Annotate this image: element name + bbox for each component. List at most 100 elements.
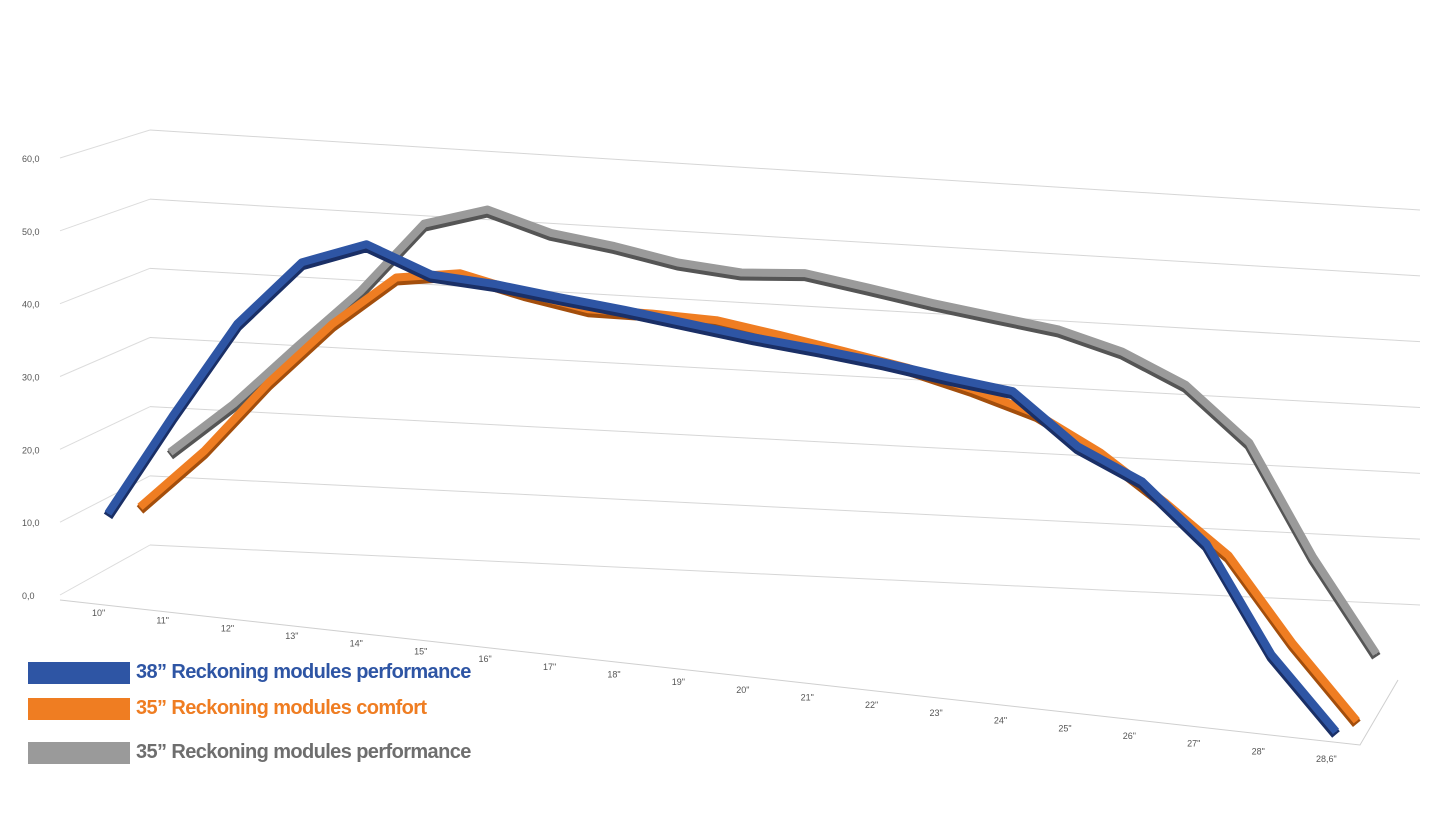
series-2-point-9	[740, 272, 742, 273]
series-2-point-0	[169, 451, 171, 453]
series-2-point-13	[994, 315, 996, 317]
series-2-point-17	[1248, 442, 1250, 444]
series-0-point-8	[624, 309, 626, 311]
gridline-left-4	[59, 267, 151, 305]
series-0-point-9	[689, 323, 691, 325]
x-tick-label: 23"	[929, 708, 942, 718]
legend-label-1: 35” Reckoning modules comfort	[136, 697, 427, 719]
series-0-point-7	[559, 296, 561, 298]
series-2-point-4	[423, 223, 425, 225]
series-1-point-4	[395, 277, 397, 278]
gridline-back-6	[149, 129, 1421, 211]
y-tick-label: 60,0	[22, 154, 40, 164]
x-tick-label: 15"	[414, 646, 427, 656]
gridline-left-1	[59, 475, 151, 523]
y-tick-label: 30,0	[22, 373, 40, 383]
x-tick-label: 12"	[221, 623, 234, 633]
series-2-point-16	[1185, 384, 1187, 386]
series-2-point-18	[1312, 556, 1314, 558]
y-tick-label: 10,0	[22, 518, 40, 528]
series-0-point-0	[107, 512, 109, 514]
series-0-point-17	[1206, 543, 1208, 545]
series-1-point-19	[1356, 720, 1358, 722]
series-1-point-0	[139, 506, 141, 508]
series-0-point-5	[430, 274, 432, 275]
series-2-point-19	[1375, 653, 1377, 655]
series-1-point-5	[459, 272, 461, 274]
series-0-point-14	[1012, 390, 1014, 392]
legend-swatch-0	[28, 662, 130, 684]
gridline-back-4	[149, 267, 1421, 343]
legend-label-2: 35” Reckoning modules performance	[136, 741, 471, 763]
series-2-point-3	[360, 290, 361, 292]
x-tick-label: 24"	[994, 716, 1007, 726]
series-0-point-11	[818, 348, 820, 350]
gridline-back-0	[149, 544, 1421, 606]
series-2-shadow	[166, 207, 1381, 660]
y-tick-label: 40,0	[22, 300, 40, 310]
series-2-point-12	[931, 302, 933, 304]
x-tick-label: 16"	[479, 654, 492, 664]
x-tick-label: 17"	[543, 662, 556, 672]
series-2-point-5	[486, 209, 488, 210]
series-2-point-7	[613, 245, 615, 247]
x-tick-label: 25"	[1058, 723, 1071, 733]
gridline-left-3	[59, 337, 151, 377]
series-0-point-4	[366, 243, 367, 245]
series-2-point-15	[1121, 351, 1123, 353]
series-2-point-8	[677, 262, 679, 263]
series-1-point-3	[331, 323, 333, 325]
gridline-left-6	[59, 129, 151, 159]
series-1-point-9	[715, 319, 717, 321]
series-1-point-10	[779, 334, 781, 336]
y-axis-tick-labels: 0,0 10,0 20,0 30,0 40,0 50,0 60,0	[22, 154, 40, 601]
x-tick-label: 28"	[1252, 746, 1265, 756]
gridline-back-3	[149, 337, 1421, 408]
x-tick-label: 27"	[1187, 739, 1200, 749]
y-tick-label: 0,0	[22, 591, 35, 601]
gridline-back-5	[149, 198, 1421, 277]
series-2-point-11	[867, 287, 869, 289]
series-0-point-15	[1077, 445, 1078, 447]
x-tick-label: 20"	[736, 685, 749, 695]
series-2-point-10	[804, 272, 806, 274]
legend-label-0: 38” Reckoning modules performance	[136, 661, 471, 683]
gridline-left-0	[59, 544, 151, 596]
legend-swatch-1	[28, 698, 130, 720]
x-axis-tick-labels: 10" 11" 12" 13" 14" 15" 16" 17" 18" 19" 20" 21" 22" 2…	[92, 608, 1337, 764]
series-1-point-17	[1228, 555, 1230, 557]
series-0-point-16	[1141, 480, 1143, 482]
series-lines	[103, 205, 1381, 738]
x-tick-label: 14"	[350, 639, 363, 649]
gridline-back-1	[149, 475, 1421, 540]
series-2-point-6	[550, 232, 552, 234]
x-tick-label: 26"	[1123, 731, 1136, 741]
x-tick-label: 28,6"	[1316, 754, 1337, 764]
series-0-point-12	[883, 362, 885, 363]
series-0-point-10	[753, 337, 755, 338]
gridline-back-2	[149, 406, 1421, 474]
series-1-point-1	[203, 450, 205, 452]
gridline-left-2	[59, 406, 151, 450]
floor-edge	[59, 599, 1399, 746]
series-0-point-6	[495, 283, 497, 285]
x-tick-label: 19"	[672, 677, 685, 687]
series-0-point-1	[172, 415, 174, 417]
series-2-line	[167, 205, 1380, 656]
series-0-point-13	[947, 377, 949, 378]
series-0-point-19	[1335, 731, 1337, 732]
series-1-point-2	[267, 382, 269, 384]
series-1-point-15	[1100, 452, 1102, 454]
y-tick-label: 20,0	[22, 445, 40, 455]
series-0-point-2	[236, 323, 238, 325]
x-tick-label: 18"	[607, 669, 620, 679]
x-tick-label: 22"	[865, 700, 878, 710]
gridline-left-5	[59, 198, 151, 232]
x-tick-label: 13"	[285, 631, 298, 641]
series-0-point-18	[1270, 653, 1272, 655]
series-2-point-1	[233, 403, 234, 405]
gridlines	[59, 129, 1421, 746]
x-tick-label: 21"	[801, 693, 814, 703]
x-tick-label: 11"	[156, 616, 169, 626]
